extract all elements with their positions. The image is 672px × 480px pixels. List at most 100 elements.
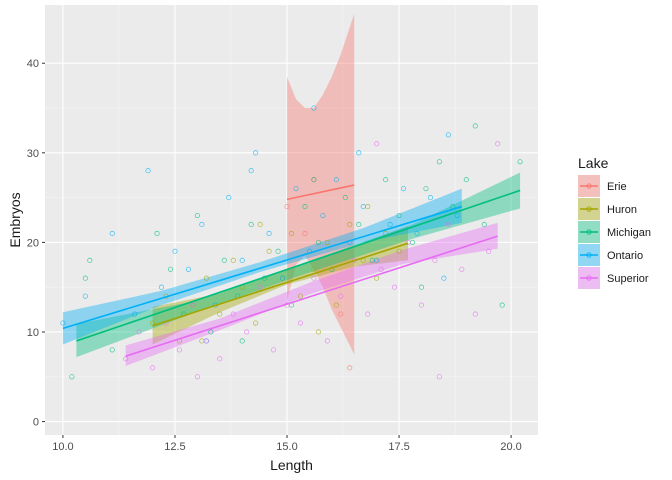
y-tick-label: 10 <box>27 327 39 339</box>
data-point-erie <box>284 204 290 210</box>
data-point-ontario <box>266 230 272 236</box>
data-point-huron <box>374 275 380 281</box>
data-point-michigan <box>311 177 317 183</box>
data-point-ontario <box>333 177 339 183</box>
data-point-ontario <box>374 257 380 263</box>
data-point-superior <box>374 141 380 147</box>
data-point-michigan <box>82 275 88 281</box>
data-point-michigan <box>302 204 308 210</box>
data-point-superior <box>136 329 142 335</box>
legend-key-point-superior <box>586 275 592 281</box>
legend-key-point-erie <box>586 183 592 189</box>
legend-label-huron: Huron <box>607 204 637 216</box>
data-point-michigan <box>481 221 487 228</box>
data-point-michigan <box>154 230 160 236</box>
data-point-ontario <box>248 168 254 174</box>
data-point-michigan <box>208 329 214 335</box>
data-point-michigan <box>517 159 523 165</box>
y-tick-label: 0 <box>33 417 39 429</box>
data-point-huron <box>333 302 339 308</box>
data-point-michigan <box>472 123 478 129</box>
confidence-band-ontario <box>62 188 462 345</box>
data-point-ontario <box>356 150 362 156</box>
data-point-michigan <box>87 257 93 263</box>
data-point-superior <box>495 141 501 147</box>
data-point-huron <box>315 329 321 335</box>
data-point-michigan <box>239 338 245 344</box>
x-tick-label: 12.5 <box>164 441 185 453</box>
fit-line-erie <box>286 184 355 201</box>
x-axis-title: Length <box>270 457 313 473</box>
data-point-huron <box>253 320 259 326</box>
data-point-ontario <box>82 293 88 299</box>
y-axis: 0 10 20 30 40 <box>27 58 45 429</box>
data-point-ontario <box>454 212 460 219</box>
data-point-superior <box>405 239 411 245</box>
data-point-huron <box>297 293 304 299</box>
legend-label-erie: Erie <box>607 181 627 193</box>
data-point-superior <box>472 311 478 317</box>
confidence-band-michigan <box>76 172 521 358</box>
data-point-huron <box>230 257 236 263</box>
data-point-superior <box>392 284 398 290</box>
fit-line-huron <box>152 242 409 327</box>
x-tick-label: 17.5 <box>388 441 409 453</box>
data-point-michigan <box>69 374 75 380</box>
data-point-ontario <box>185 266 191 272</box>
y-tick-label: 30 <box>27 148 39 160</box>
data-point-ontario <box>400 186 407 192</box>
data-point-huron <box>311 266 317 272</box>
y-tick-label: 40 <box>27 58 39 70</box>
fit-lines <box>62 184 521 357</box>
data-point-huron <box>217 311 223 317</box>
x-axis: 10.0 12.5 15.0 17.5 20.0 <box>52 435 522 453</box>
data-point-michigan <box>315 239 321 245</box>
data-point-michigan <box>248 221 254 228</box>
legend-label-superior: Superior <box>607 273 649 285</box>
data-point-michigan <box>396 212 402 219</box>
fit-line-ontario <box>62 205 463 330</box>
data-point-ontario <box>360 204 366 210</box>
data-point-superior <box>486 248 492 254</box>
data-point-michigan <box>167 266 174 272</box>
data-point-ontario <box>253 150 259 156</box>
data-point-ontario <box>239 257 245 263</box>
data-point-superior <box>150 365 156 371</box>
data-point-michigan <box>383 177 389 183</box>
data-point-michigan <box>436 159 442 165</box>
data-point-ontario <box>387 221 393 228</box>
confidence-bands <box>62 14 521 366</box>
y-axis-title: Embryos <box>7 192 23 247</box>
data-point-michigan <box>194 212 200 219</box>
data-point-ontario <box>311 105 317 111</box>
data-point-ontario <box>172 248 178 254</box>
data-point-huron <box>266 248 272 254</box>
data-point-ontario <box>279 275 286 281</box>
data-point-ontario <box>414 230 420 236</box>
data-points <box>60 105 523 380</box>
legend-label-ontario: Ontario <box>607 250 643 262</box>
data-point-superior <box>244 329 250 335</box>
data-point-huron <box>324 239 330 245</box>
data-point-michigan <box>109 347 115 353</box>
data-point-superior <box>432 257 438 263</box>
data-point-superior <box>436 374 442 380</box>
x-tick-label: 20.0 <box>500 441 521 453</box>
confidence-band-erie <box>287 14 355 355</box>
data-point-erie <box>302 230 308 236</box>
y-tick-label: 20 <box>27 237 39 249</box>
legend-key-point-michigan <box>586 229 592 235</box>
data-point-ontario <box>441 275 447 281</box>
data-point-erie <box>338 311 344 317</box>
minor-gridlines <box>45 5 538 435</box>
data-point-superior <box>257 284 263 290</box>
x-tick-label: 15.0 <box>276 441 297 453</box>
plot-panel <box>45 5 538 435</box>
data-point-superior <box>324 338 330 344</box>
data-point-michigan <box>221 257 227 263</box>
data-point-ontario <box>445 132 451 138</box>
data-point-superior <box>176 347 183 353</box>
data-point-superior <box>203 338 209 344</box>
data-point-superior <box>311 275 317 281</box>
